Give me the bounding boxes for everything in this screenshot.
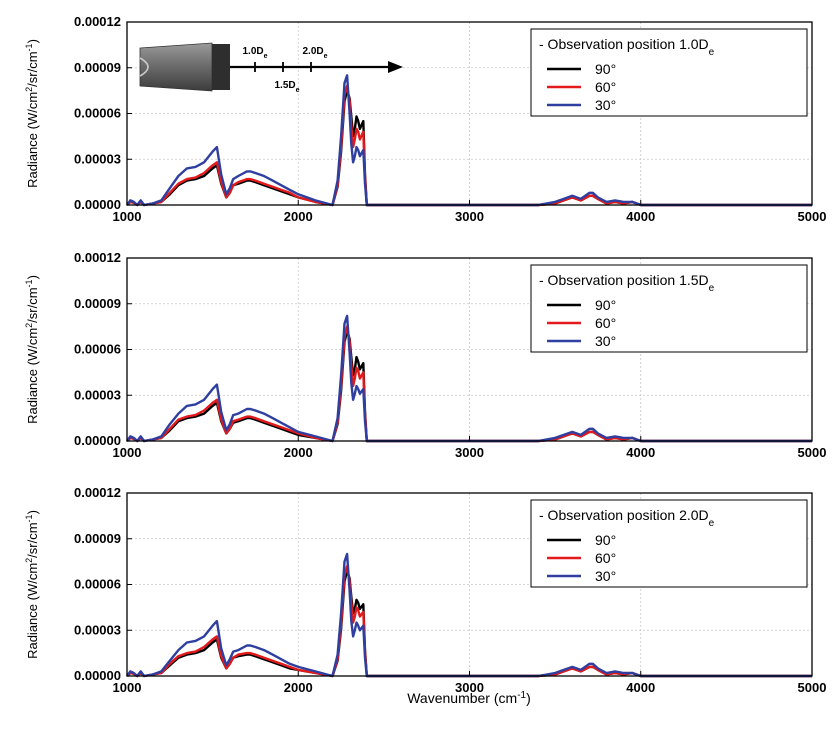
y-tick-label: 0.00003 <box>74 151 121 166</box>
nozzle-exit <box>212 44 230 90</box>
x-tick-label: 4000 <box>626 209 655 224</box>
position-label: 1.0De <box>242 46 267 60</box>
y-axis-label: Radiance (W/cm2/sr/cm-1) <box>24 275 40 424</box>
position-label: 2.0De <box>302 46 327 60</box>
y-axis-label: Radiance (W/cm2/sr/cm-1) <box>24 39 40 188</box>
legend-label: 90° <box>595 532 616 548</box>
y-tick-label: 0.00012 <box>74 14 121 29</box>
x-tick-label: 5000 <box>798 209 827 224</box>
x-tick-label: 5000 <box>798 445 827 460</box>
legend: - Observation position 1.0De 90° 60° 30° <box>530 28 808 117</box>
y-tick-label: 0.00006 <box>74 577 121 592</box>
legend-label: 30° <box>595 333 616 349</box>
y-tick-label: 0.00009 <box>74 60 121 75</box>
legend-label: 90° <box>595 297 616 313</box>
nozzle-body <box>139 42 213 92</box>
legend-box <box>530 499 808 588</box>
legend-box <box>530 28 808 117</box>
nozzle-diagram: 1.0De 1.5De 2.0De <box>139 42 403 94</box>
x-tick-label: 4000 <box>626 445 655 460</box>
x-tick-label: 2000 <box>284 680 313 695</box>
y-tick-label: 0.00012 <box>74 250 121 265</box>
x-tick-label: 3000 <box>455 445 484 460</box>
x-tick-label: 1000 <box>113 680 142 695</box>
nozzle-inlet <box>139 57 149 77</box>
y-tick-label: 0.00000 <box>74 433 121 448</box>
chart-panel-1: 1000 2000 3000 4000 5000 0.00000 0.00003 0.0000… <box>24 14 826 224</box>
x-tick-label: 1000 <box>113 209 142 224</box>
x-tick-label: 3000 <box>455 680 484 695</box>
series-line-30deg <box>126 74 812 207</box>
grid <box>127 22 812 205</box>
y-tick-label: 0.00012 <box>74 485 121 500</box>
position-label: 1.5De <box>274 80 299 94</box>
chart-panel-3: 1000 2000 3000 4000 5000 0.00000 0.00003 0.0000… <box>24 485 826 695</box>
legend-title: - Observation position 2.0De <box>539 507 715 529</box>
x-tick-label: 5000 <box>798 680 827 695</box>
y-tick-label: 0.00006 <box>74 106 121 121</box>
legend-box <box>530 264 808 353</box>
y-tick-label: 0.00009 <box>74 296 121 311</box>
y-tick-label: 0.00000 <box>74 668 121 683</box>
y-tick-label: 0.00009 <box>74 531 121 546</box>
y-tick-label: 0.00003 <box>74 622 121 637</box>
y-tick-label: 0.00000 <box>74 197 121 212</box>
legend-title: - Observation position 1.0De <box>539 36 715 58</box>
legend: - Observation position 2.0De 90° 60° 30° <box>530 499 808 588</box>
x-tick-label: 2000 <box>284 445 313 460</box>
grid <box>127 493 812 676</box>
chart-panel-2: 1000 2000 3000 4000 5000 0.00000 0.00003 0.0000… <box>24 250 826 460</box>
x-tick-label: 4000 <box>626 680 655 695</box>
legend-label: 30° <box>595 568 616 584</box>
legend-label: 60° <box>595 315 616 331</box>
legend-label: 60° <box>595 79 616 95</box>
series-line-30deg <box>126 314 812 443</box>
x-tick-label: 3000 <box>455 209 484 224</box>
legend-label: 60° <box>595 550 616 566</box>
series-line-30deg <box>126 552 812 678</box>
y-tick-label: 0.00006 <box>74 342 121 357</box>
x-tick-label: 2000 <box>284 209 313 224</box>
x-tick-label: 1000 <box>113 445 142 460</box>
legend-title: - Observation position 1.5De <box>539 272 715 294</box>
y-axis-label: Radiance (W/cm2/sr/cm-1) <box>24 510 40 659</box>
x-axis-label: Wavenumber (cm-1) <box>407 690 531 707</box>
arrowhead-icon <box>388 61 403 73</box>
y-tick-label: 0.00003 <box>74 387 121 402</box>
legend-label: 30° <box>595 97 616 113</box>
legend: - Observation position 1.5De 90° 60° 30° <box>530 264 808 353</box>
grid <box>127 258 812 441</box>
legend-label: 90° <box>595 61 616 77</box>
